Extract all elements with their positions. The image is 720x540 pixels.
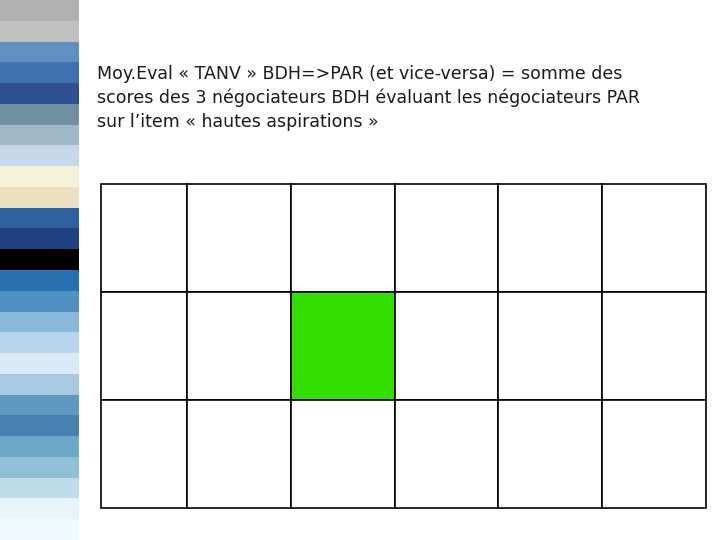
Text: 14: 14 [327, 334, 359, 357]
Text: 13: 13 [327, 442, 359, 465]
Text: 11: 11 [638, 334, 670, 357]
Text: Groupe 1: Groupe 1 [204, 230, 274, 245]
Text: 11: 11 [431, 442, 462, 465]
Text: PAR
=> BDH: PAR => BDH [114, 438, 174, 469]
Text: 10: 10 [534, 334, 566, 357]
Text: Groupe 5: Groupe 5 [618, 230, 689, 245]
Text: BDH
=>PAR: BDH =>PAR [119, 330, 169, 361]
Text: 10: 10 [534, 442, 566, 465]
Text: Groupe 3: Groupe 3 [411, 230, 482, 245]
Text: 11: 11 [223, 334, 255, 357]
Text: Groupe 4: Groupe 4 [515, 230, 585, 245]
Text: Moy.Eval « TANV » BDH=>PAR (et vice-versa) = somme des
scores des 3 négociateurs: Moy.Eval « TANV » BDH=>PAR (et vice-vers… [97, 65, 640, 131]
Text: 11: 11 [223, 442, 255, 465]
Text: 10: 10 [431, 334, 462, 357]
Text: Groupe 2: Groupe 2 [307, 230, 378, 245]
Text: 12: 12 [638, 442, 670, 465]
